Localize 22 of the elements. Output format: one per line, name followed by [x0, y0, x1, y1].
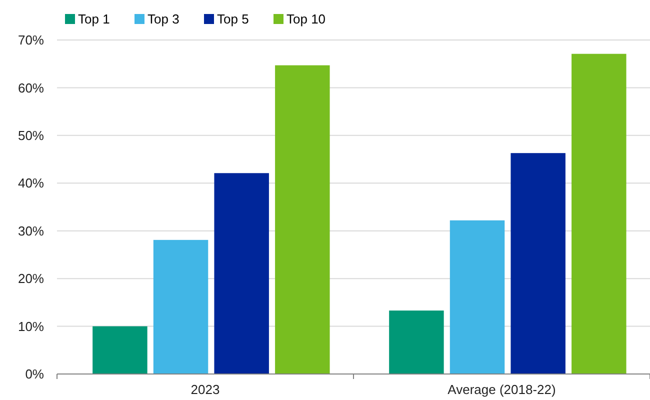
y-tick-label: 0% — [25, 366, 44, 382]
bar — [572, 54, 626, 374]
bar — [389, 310, 444, 374]
y-tick-label: 70% — [18, 32, 44, 48]
bar — [153, 240, 208, 374]
y-tick-label: 40% — [18, 176, 44, 191]
x-tick-label: 2023 — [190, 382, 220, 397]
y-tick-label: 10% — [18, 318, 44, 334]
legend-label: Top 5 — [217, 12, 249, 26]
y-tick-label: 60% — [18, 80, 44, 96]
legend-label: Top 3 — [148, 12, 180, 26]
legend-label: Top 1 — [78, 12, 110, 26]
x-tick-label: Average (2018-22) — [448, 382, 556, 397]
y-tick-label: 20% — [18, 271, 44, 286]
bar — [275, 65, 330, 374]
legend-label: Top 10 — [286, 12, 326, 26]
y-tick-label: 30% — [18, 223, 44, 238]
bar — [92, 326, 148, 374]
bar — [450, 220, 505, 374]
bar — [214, 173, 269, 374]
y-tick-label: 50% — [18, 128, 44, 143]
bar — [510, 153, 566, 374]
